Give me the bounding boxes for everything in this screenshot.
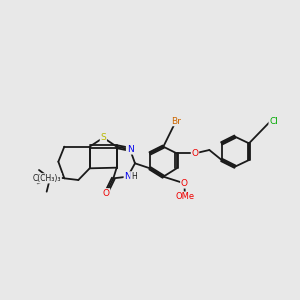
Text: N: N	[127, 145, 134, 154]
Text: C(CH₃)₃: C(CH₃)₃	[33, 174, 61, 183]
Text: Br: Br	[171, 116, 181, 125]
Text: S: S	[100, 133, 106, 142]
Text: O: O	[191, 149, 199, 158]
Text: Cl: Cl	[269, 116, 278, 125]
Text: N: N	[124, 172, 131, 181]
Text: H: H	[131, 172, 137, 181]
Text: OMe: OMe	[176, 192, 195, 201]
Text: O: O	[181, 179, 188, 188]
Text: O: O	[103, 189, 110, 198]
